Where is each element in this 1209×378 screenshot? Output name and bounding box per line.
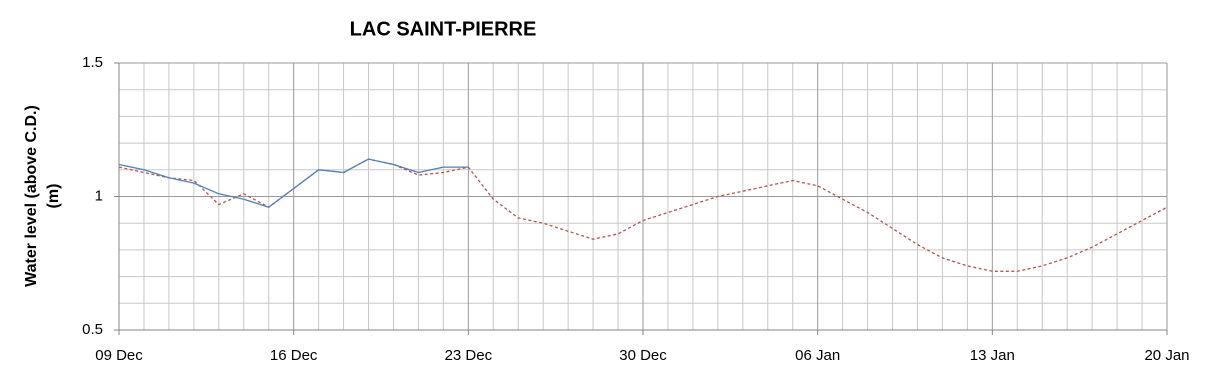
y-tick-label: 0.5 — [82, 321, 103, 338]
chart-title: LAC SAINT-PIERRE — [350, 18, 537, 40]
x-tick-label: 13 Jan — [970, 347, 1015, 364]
x-tick-label: 30 Dec — [619, 347, 667, 364]
x-tick-label: 20 Jan — [1144, 347, 1189, 364]
y-axis-title-line: Water level (above C.D.) — [23, 105, 40, 287]
y-axis-title: Water level (above C.D.) (m) — [23, 105, 62, 287]
data-line — [118, 158, 1168, 272]
x-tick-label: 06 Jan — [795, 347, 840, 364]
data-line — [118, 158, 469, 208]
x-tick-label: 09 Dec — [95, 347, 143, 364]
x-tick-label: 23 Dec — [445, 347, 493, 364]
x-tick-label: 16 Dec — [270, 347, 318, 364]
y-tick-label: 1 — [95, 187, 103, 204]
y-tick-label: 1.5 — [82, 54, 103, 71]
y-axis-title-line: (m) — [45, 184, 62, 209]
